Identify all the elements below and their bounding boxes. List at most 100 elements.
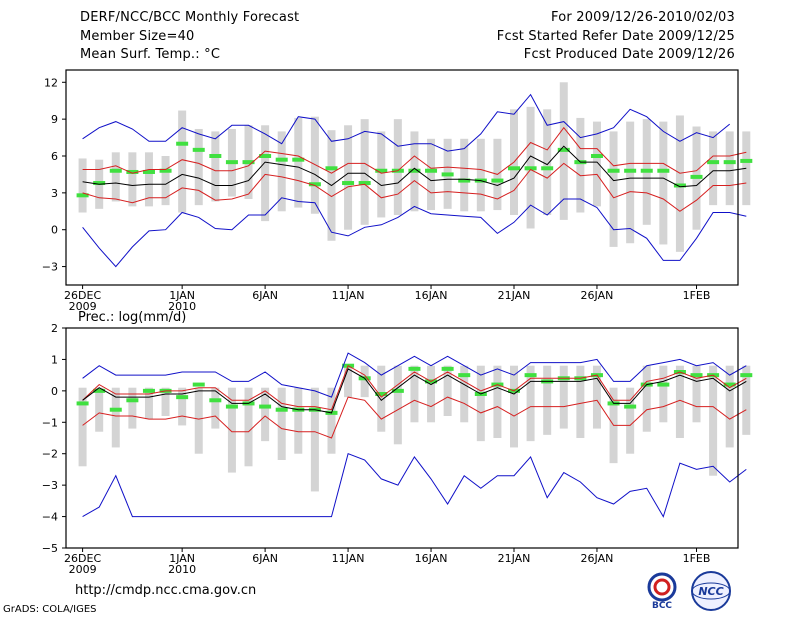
median-marker xyxy=(126,169,139,174)
range-bar xyxy=(194,387,203,454)
x-tick-label: 6JAN xyxy=(252,289,278,302)
median-marker xyxy=(176,141,189,146)
bcc-logo-core xyxy=(653,578,671,596)
range-bar xyxy=(692,365,701,423)
range-bar xyxy=(709,365,718,476)
median-marker xyxy=(458,178,471,183)
range-bar xyxy=(410,365,419,423)
upper-spread-line xyxy=(82,126,747,175)
median-marker xyxy=(624,404,637,409)
range-bar xyxy=(460,365,469,423)
website-url[interactable]: http://cmdp.ncc.cma.gov.cn xyxy=(75,583,257,598)
range-bar xyxy=(443,365,452,416)
median-marker xyxy=(209,154,222,158)
range-bar xyxy=(161,387,170,416)
median-marker xyxy=(508,166,520,171)
y-tick-label: 6 xyxy=(51,150,58,163)
median-marker xyxy=(723,160,736,165)
range-bar xyxy=(261,125,270,222)
median-marker xyxy=(292,157,305,162)
median-marker xyxy=(225,160,238,165)
range-bar xyxy=(211,131,220,202)
range-bar xyxy=(111,152,120,202)
x-tick-label: 26DEC xyxy=(64,289,101,302)
y-tick-label: −2 xyxy=(42,448,58,461)
range-bar xyxy=(194,128,203,206)
median-marker xyxy=(159,168,172,173)
ensemble-mean-line xyxy=(82,368,747,414)
ncc-logo-text: NCC xyxy=(698,585,723,598)
plot-frame xyxy=(65,69,739,286)
range-bar xyxy=(78,158,87,213)
median-marker xyxy=(657,382,670,387)
range-bar xyxy=(277,387,286,460)
ncc-logo: NCC xyxy=(691,571,731,611)
y-tick-label: −1 xyxy=(42,416,58,429)
range-bar xyxy=(377,365,386,432)
range-bar xyxy=(227,387,236,473)
median-marker xyxy=(259,404,272,409)
range-bar xyxy=(592,121,601,207)
x-tick-year: 2010 xyxy=(168,563,196,576)
median-marker xyxy=(491,178,504,183)
median-marker xyxy=(358,181,371,186)
median-marker xyxy=(242,160,255,165)
y-tick-label: 0 xyxy=(51,224,58,237)
member-size: Member Size=40 xyxy=(80,29,195,44)
x-tick-label: 16JAN xyxy=(415,552,448,565)
range-bar xyxy=(277,131,286,212)
range-bar xyxy=(211,387,220,429)
median-marker xyxy=(142,169,155,174)
range-bar xyxy=(344,125,353,230)
median-marker xyxy=(308,182,321,187)
median-marker xyxy=(557,147,570,152)
median-marker xyxy=(176,395,189,400)
median-marker xyxy=(673,183,686,188)
median-marker xyxy=(275,157,288,162)
produced-date: Fcst Produced Date 2009/12/26 xyxy=(523,47,735,62)
median-marker xyxy=(524,166,537,171)
upper-spread-line xyxy=(82,364,747,411)
min-line xyxy=(82,453,747,518)
y-tick-label: 3 xyxy=(51,187,58,200)
median-marker xyxy=(142,388,155,393)
range-bar xyxy=(626,387,635,454)
range-bar xyxy=(95,387,104,432)
x-tick-label: 21JAN xyxy=(498,552,531,565)
range-bar xyxy=(642,365,651,432)
range-bar xyxy=(460,138,469,212)
median-marker xyxy=(375,168,388,173)
median-marker xyxy=(325,166,338,171)
median-marker xyxy=(425,168,438,173)
range-bar xyxy=(510,365,518,448)
median-marker xyxy=(541,166,554,171)
range-bar xyxy=(675,365,684,438)
median-marker xyxy=(259,154,272,158)
median-marker xyxy=(109,407,122,412)
range-bar xyxy=(659,365,668,423)
y-tick-label: 1 xyxy=(51,353,58,366)
range-bar xyxy=(344,365,353,398)
x-tick-label: 11JAN xyxy=(332,552,365,565)
y-tick-label: 9 xyxy=(51,113,58,126)
median-marker xyxy=(192,382,205,387)
median-marker xyxy=(126,398,139,403)
range-bar xyxy=(742,365,751,435)
range-bar xyxy=(725,365,734,448)
x-tick-label: 1JAN xyxy=(169,552,195,565)
refer-date: Fcst Started Refer Date 2009/12/25 xyxy=(496,29,735,44)
median-marker xyxy=(524,373,537,378)
range-bar xyxy=(659,121,668,245)
max-line xyxy=(82,352,747,398)
range-bar xyxy=(111,387,120,448)
range-bar xyxy=(576,365,585,438)
range-bar xyxy=(310,116,319,214)
median-marker xyxy=(408,168,421,173)
range-bar xyxy=(526,365,535,442)
median-marker xyxy=(391,388,404,393)
median-marker xyxy=(441,172,454,177)
median-marker xyxy=(657,168,670,173)
median-marker xyxy=(740,373,753,378)
range-bar xyxy=(609,131,618,247)
